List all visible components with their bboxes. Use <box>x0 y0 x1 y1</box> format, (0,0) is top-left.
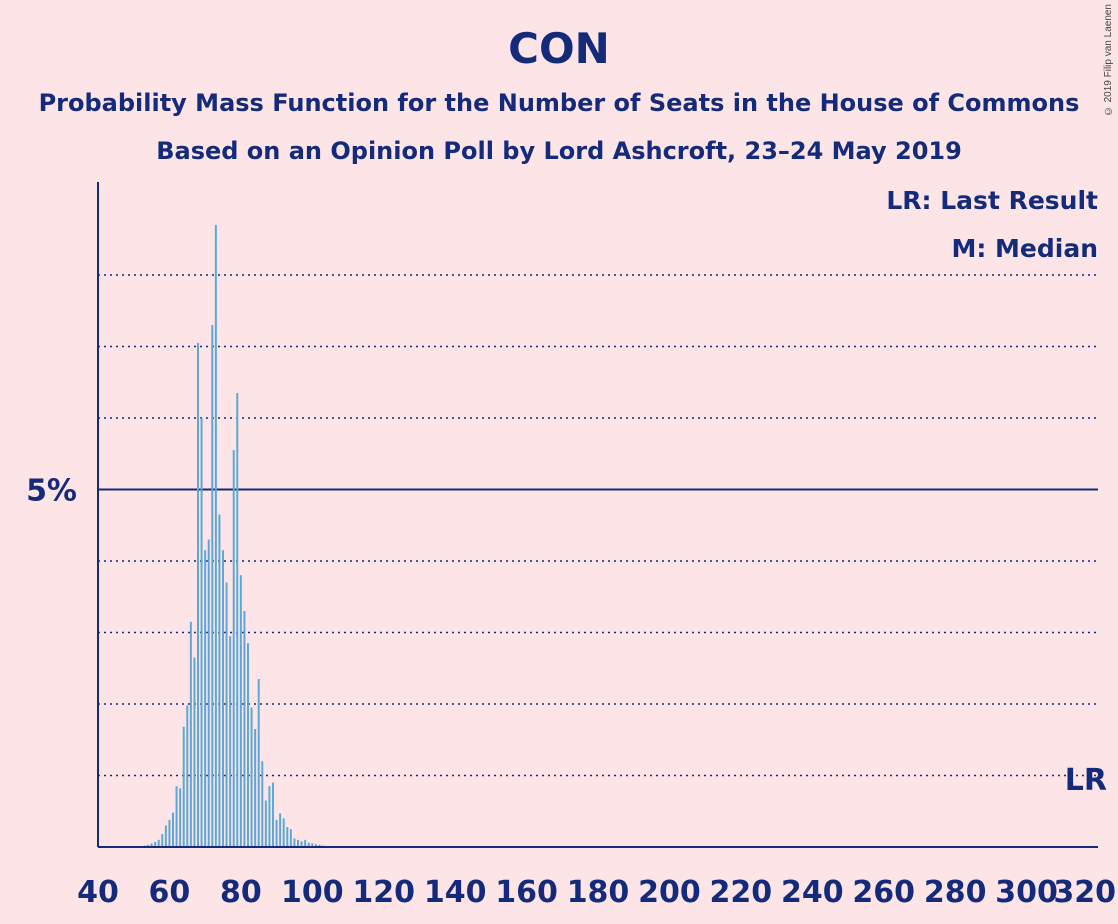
bar-56 <box>154 841 157 847</box>
x-tick-label-240: 240 <box>781 875 844 910</box>
bar-87 <box>264 800 267 847</box>
x-tick-labels: 40 60 80 100 120 140 160 180 200 220 240 260 280 3003… <box>77 875 1116 910</box>
bar-83 <box>250 707 253 847</box>
y-tick-label-5pct: 5% <box>26 473 77 508</box>
bar-79 <box>236 392 239 847</box>
bar-91 <box>279 813 282 847</box>
bar-101 <box>314 844 317 847</box>
bar-86 <box>261 761 264 847</box>
x-tick-label-260: 260 <box>852 875 915 910</box>
legend-last-result: LR: Last Result <box>886 186 1098 215</box>
bar-64 <box>182 726 185 847</box>
x-tick-label-180: 180 <box>567 875 630 910</box>
bar-89 <box>272 782 274 847</box>
gridlines <box>98 274 1098 777</box>
chart-subtitle: Probability Mass Function for the Number… <box>38 89 1080 117</box>
bar-65 <box>186 705 189 847</box>
bar-54 <box>147 844 149 847</box>
chart-title: CON <box>508 24 610 73</box>
bar-73 <box>214 224 217 848</box>
bar-93 <box>286 826 289 847</box>
bar-90 <box>275 819 278 847</box>
bar-92 <box>282 818 285 847</box>
bar-99 <box>307 842 310 847</box>
chart-subtitle-poll: Based on an Opinion Poll by Lord Ashcrof… <box>156 137 962 165</box>
bar-72 <box>211 325 214 847</box>
bar-98 <box>304 839 307 847</box>
bar-81 <box>243 611 246 847</box>
bar-84 <box>254 729 257 847</box>
bar-59 <box>164 825 167 847</box>
x-tick-label-160: 160 <box>495 875 558 910</box>
bar-96 <box>297 839 299 847</box>
x-tick-label-200: 200 <box>638 875 701 910</box>
bar-75 <box>222 550 224 847</box>
bar-68 <box>197 342 199 847</box>
bar-88 <box>268 786 271 847</box>
bar-61 <box>172 812 174 847</box>
x-tick-label-120: 120 <box>352 875 415 910</box>
bar-63 <box>179 788 182 847</box>
bar-77 <box>229 636 232 847</box>
bar-71 <box>207 539 210 847</box>
bar-78 <box>232 450 235 847</box>
bar-82 <box>247 643 249 847</box>
bars <box>139 224 332 848</box>
bar-80 <box>239 575 242 847</box>
bar-85 <box>257 678 260 847</box>
x-tick-label-280: 280 <box>924 875 987 910</box>
bar-66 <box>189 621 192 847</box>
bar-70 <box>204 550 207 847</box>
last-result-marker: LR <box>1065 763 1107 798</box>
x-tick-label-320: 320 <box>1053 875 1116 910</box>
x-tick-label-80: 80 <box>220 875 262 910</box>
x-tick-label-140: 140 <box>424 875 487 910</box>
bar-57 <box>157 839 160 847</box>
bar-97 <box>300 841 303 847</box>
bar-102 <box>318 844 321 847</box>
bar-58 <box>161 834 164 847</box>
x-tick-label-40: 40 <box>77 875 119 910</box>
bar-94 <box>289 829 292 847</box>
x-tick-label-60: 60 <box>149 875 191 910</box>
bar-62 <box>175 786 178 847</box>
bar-69 <box>200 417 203 847</box>
bar-76 <box>225 582 228 847</box>
bar-67 <box>193 657 196 847</box>
bar-55 <box>150 843 153 847</box>
bar-100 <box>311 843 314 847</box>
x-tick-label-100: 100 <box>281 875 344 910</box>
bar-74 <box>218 514 221 847</box>
bar-95 <box>293 838 296 847</box>
bar-60 <box>168 819 171 847</box>
x-tick-label-300: 300 <box>995 875 1058 910</box>
legend-median: M: Median <box>951 234 1098 263</box>
x-tick-label-220: 220 <box>710 875 773 910</box>
